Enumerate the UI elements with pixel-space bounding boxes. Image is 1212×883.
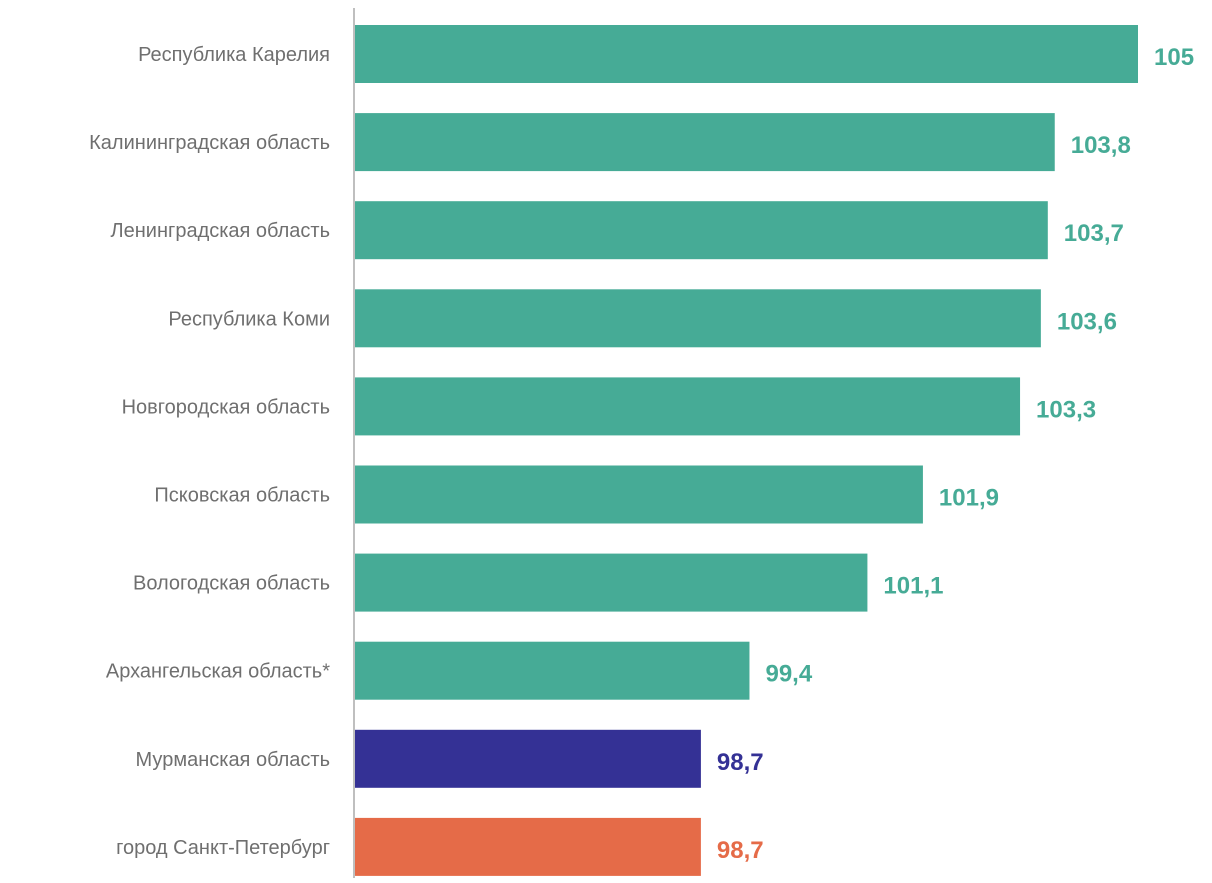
data-label: 103,8 bbox=[1071, 132, 1131, 159]
category-label: Калининградская область bbox=[89, 132, 330, 154]
bars-group bbox=[355, 25, 1138, 876]
value-labels-group: 105 103,8 103,7 103,6 103,3 101,9 101,1 99,4 98,… bbox=[717, 44, 1194, 864]
data-label: 103,7 bbox=[1064, 220, 1124, 247]
category-label: Псковская область bbox=[154, 485, 330, 507]
category-label: город Санкт-Петербург bbox=[116, 837, 330, 859]
category-label: Вологодская область bbox=[133, 573, 330, 595]
data-label: 103,6 bbox=[1057, 308, 1117, 335]
category-label: Республика Карелия bbox=[138, 44, 330, 66]
data-label: 101,1 bbox=[883, 573, 943, 600]
bar bbox=[355, 553, 868, 612]
category-label: Республика Коми bbox=[168, 308, 330, 330]
data-label: 105 bbox=[1154, 44, 1194, 71]
bar bbox=[355, 377, 1021, 436]
category-label: Мурманская область bbox=[136, 749, 330, 771]
category-label: Новгородская область bbox=[122, 396, 330, 418]
bar bbox=[355, 201, 1048, 260]
bar bbox=[355, 25, 1138, 83]
bar bbox=[355, 113, 1055, 172]
category-label: Ленинградская область bbox=[111, 220, 330, 242]
bar bbox=[355, 641, 750, 700]
data-label: 103,3 bbox=[1036, 396, 1096, 423]
category-label: Архангельская область* bbox=[106, 661, 330, 683]
data-label: 99,4 bbox=[765, 661, 812, 688]
data-label: 98,7 bbox=[717, 749, 764, 776]
category-labels-group: Республика Карелия Калининградская област… bbox=[89, 44, 330, 859]
bar bbox=[355, 729, 701, 788]
data-label: 98,7 bbox=[717, 837, 764, 864]
bar bbox=[355, 817, 701, 876]
data-label: 101,9 bbox=[939, 485, 999, 512]
bar bbox=[355, 289, 1041, 348]
bar bbox=[355, 465, 923, 524]
